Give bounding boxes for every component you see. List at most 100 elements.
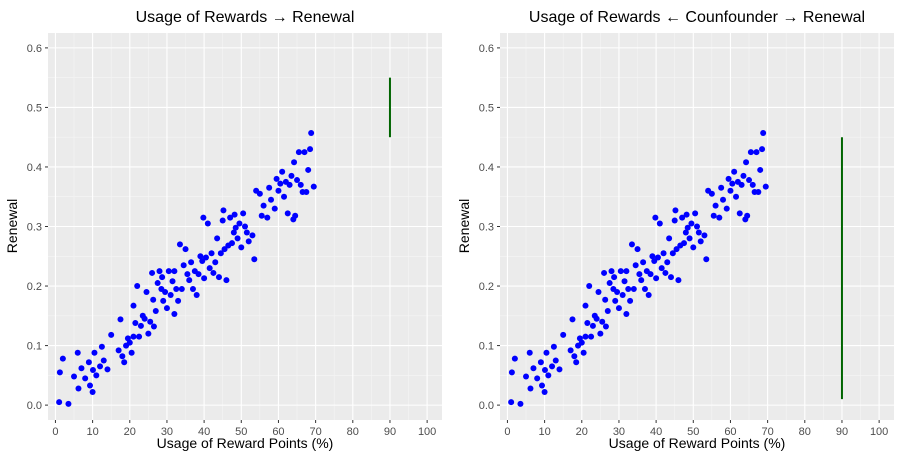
scatter-point: [104, 366, 111, 373]
scatter-point: [301, 149, 308, 156]
scatter-point: [136, 333, 143, 340]
scatter-point: [526, 349, 533, 356]
scatter-point: [627, 297, 634, 304]
y-tick-label: 0.5: [27, 102, 42, 114]
scatter-point: [189, 286, 196, 293]
scatter-point: [688, 220, 695, 227]
scatter-point: [137, 322, 144, 329]
scatter-point: [690, 244, 697, 251]
scatter-point: [589, 322, 596, 329]
scatter-point: [710, 212, 717, 219]
scatter-point: [601, 269, 608, 276]
scatter-point: [240, 210, 247, 217]
scatter-point: [511, 355, 518, 362]
scatter-point: [654, 254, 661, 261]
chart-title-left: Usage of Rewards → Renewal: [136, 9, 355, 26]
scatter-point: [508, 369, 515, 376]
scatter-point: [173, 286, 180, 293]
scatter-point: [759, 146, 766, 153]
scatter-point: [297, 181, 304, 188]
scatter-point: [760, 130, 767, 137]
scatter-point: [163, 305, 170, 312]
scatter-point: [623, 268, 630, 275]
chart-panel-right: 0 10 20 30 40 50 60 70 80 90 100 0.0 0.1 0.2 0.3 0.4 0.5…: [456, 9, 894, 451]
scatter-point: [716, 214, 723, 221]
scatter-point: [746, 177, 753, 184]
scatter-point: [694, 223, 700, 230]
scatter-point: [310, 183, 317, 190]
scatter-point: [755, 188, 762, 195]
y-tick-label: 0.6: [479, 43, 494, 55]
scatter-point: [202, 254, 209, 261]
scatter-point: [567, 347, 574, 354]
scatter-point: [188, 259, 195, 266]
scatter-point: [288, 172, 295, 179]
scatter-point: [729, 180, 736, 187]
scatter-point: [523, 373, 530, 380]
scatter-point: [89, 366, 96, 373]
chart-panel-left: 0 10 20 30 40 50 60 70 80 90 100 0.0 0.1 0.2 0.3 0.4 0.5…: [4, 9, 442, 451]
x-tick-label: 90: [836, 426, 848, 438]
scatter-point: [632, 262, 639, 269]
scatter-point: [167, 291, 174, 298]
scatter-point: [182, 246, 189, 253]
scatter-point: [260, 202, 267, 209]
scatter-point: [171, 268, 178, 275]
scatter-point: [664, 259, 671, 266]
x-tick-label: 40: [650, 426, 662, 438]
scatter-point: [727, 187, 734, 194]
x-tick-label: 80: [347, 426, 359, 438]
scatter-point: [65, 400, 72, 407]
scatter-point: [186, 277, 193, 284]
scatter-point: [621, 278, 628, 285]
scatter-point: [294, 177, 301, 184]
scatter-point: [115, 347, 122, 354]
scatter-point: [214, 235, 221, 242]
scatter-point: [305, 166, 312, 173]
scatter-point: [242, 223, 248, 230]
scatter-point: [757, 166, 764, 173]
x-tick-label: 30: [613, 426, 625, 438]
scatter-point: [599, 318, 606, 325]
scatter-point: [537, 359, 544, 366]
y-tick-label: 0.0: [27, 400, 42, 412]
scatter-point: [238, 244, 245, 251]
scatter-point: [277, 180, 284, 187]
y-tick-label: 0.2: [479, 281, 494, 293]
scatter-point: [682, 229, 689, 236]
scatter-point: [97, 363, 104, 370]
y-tick-label: 0.5: [479, 102, 494, 114]
x-tick-label: 80: [799, 426, 811, 438]
scatter-point: [692, 210, 699, 217]
scatter-point: [550, 343, 557, 350]
scatter-point: [686, 235, 693, 242]
scatter-point: [543, 349, 550, 356]
scatter-point: [281, 193, 288, 200]
scatter-point: [762, 183, 769, 190]
scatter-point: [615, 305, 622, 312]
y-tick-label: 0.1: [479, 341, 494, 353]
scatter-point: [718, 184, 725, 191]
scatter-point: [228, 240, 235, 247]
scatter-point: [271, 205, 278, 212]
scatter-point: [571, 353, 578, 360]
x-tick-label: 20: [124, 426, 136, 438]
scatter-point: [178, 286, 185, 293]
scatter-point: [595, 288, 602, 295]
x-tick-label: 100: [418, 426, 436, 438]
scatter-point: [197, 253, 204, 260]
scatter-point: [154, 280, 161, 287]
scatter-point: [660, 250, 667, 257]
scatter-point: [725, 175, 732, 182]
scatter-point: [636, 271, 643, 278]
scatter-point: [256, 190, 263, 197]
scatter-point: [201, 275, 208, 282]
scatter-point: [708, 190, 715, 197]
scatter-point: [150, 323, 157, 330]
x-tick-label: 100: [870, 426, 888, 438]
scatter-point: [275, 187, 282, 194]
y-tick-label: 0.3: [27, 222, 42, 234]
scatter-point: [667, 274, 674, 281]
y-tick-label: 0.0: [479, 400, 494, 412]
